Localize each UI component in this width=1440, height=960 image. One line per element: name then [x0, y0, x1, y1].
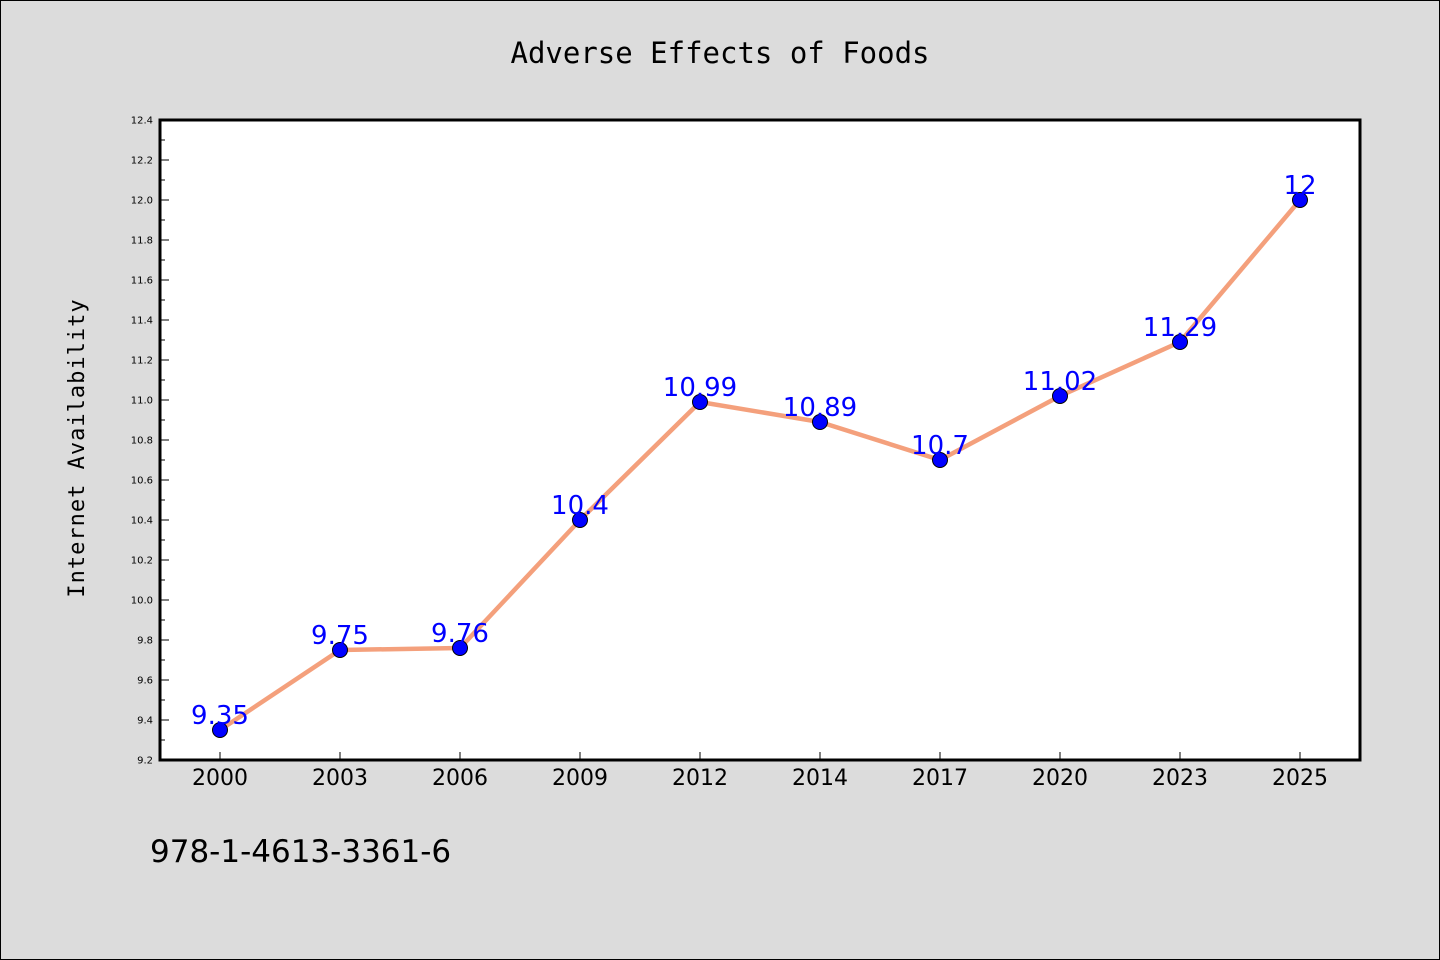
- data-point: [1052, 388, 1068, 404]
- data-label: 10.89: [783, 393, 857, 423]
- y-tick-label: 10.2: [131, 556, 153, 567]
- data-point: [932, 452, 948, 468]
- y-tick-label: 10.4: [131, 516, 153, 527]
- data-label: 9.75: [311, 621, 369, 651]
- data-label: 9.76: [431, 619, 489, 649]
- plot-area: [160, 120, 1360, 760]
- y-tick-label: 12.2: [131, 156, 153, 167]
- x-tick-label: 2025: [1272, 766, 1328, 791]
- data-point: [572, 512, 588, 528]
- x-tick-label: 2023: [1152, 766, 1208, 791]
- y-tick-label: 12.0: [131, 196, 153, 207]
- data-label: 10.7: [911, 431, 969, 461]
- data-point: [212, 722, 228, 738]
- data-point: [452, 640, 468, 656]
- data-point: [1292, 192, 1308, 208]
- y-tick-label: 9.2: [137, 756, 153, 767]
- y-tick-label: 9.6: [137, 676, 153, 687]
- x-tick-label: 2017: [912, 766, 968, 791]
- data-label: 11.29: [1143, 313, 1217, 343]
- x-tick-label: 2000: [192, 766, 248, 791]
- data-label: 10.99: [663, 373, 737, 403]
- x-tick-label: 2014: [792, 766, 848, 791]
- data-label: 10.4: [551, 491, 609, 521]
- data-label: 9.35: [191, 701, 249, 731]
- data-label: 12: [1283, 171, 1316, 201]
- y-tick-label: 10.0: [131, 596, 153, 607]
- x-tick-label: 2020: [1032, 766, 1088, 791]
- data-label: 11.02: [1023, 367, 1097, 397]
- isbn-footnote: 978-1-4613-3361-6: [150, 834, 452, 870]
- y-tick-label: 11.8: [131, 236, 153, 247]
- x-tick-label: 2003: [312, 766, 368, 791]
- y-tick-label: 9.8: [137, 636, 153, 647]
- x-tick-label: 2012: [672, 766, 728, 791]
- y-tick-label: 11.6: [131, 276, 153, 287]
- y-tick-label: 11.2: [131, 356, 153, 367]
- chart-title: Adverse Effects of Foods: [510, 36, 929, 70]
- plot-border: [158, 118, 1362, 762]
- x-tick-label: 2009: [552, 766, 608, 791]
- data-point: [1172, 334, 1188, 350]
- data-point: [692, 394, 708, 410]
- y-tick-label: 9.4: [137, 716, 153, 727]
- x-axis-ticks: 2000 2003 2006 2009 2012 2014 2017 2020 2023 2025: [192, 752, 1328, 791]
- y-axis-label: Internet Availability: [65, 298, 90, 597]
- x-tick-label: 2006: [432, 766, 488, 791]
- series-layer: 9.35 9.75 9.76 10.4 10.99 10.89 10.7 11.02 11.29…: [191, 171, 1317, 738]
- y-tick-label: 11.0: [131, 396, 153, 407]
- y-tick-label: 10.6: [131, 476, 153, 487]
- data-point: [332, 642, 348, 658]
- series-line: [217, 197, 1303, 733]
- y-tick-label: 12.4: [131, 116, 153, 127]
- data-point: [812, 414, 828, 430]
- y-tick-label: 10.8: [131, 436, 153, 447]
- y-tick-label: 11.4: [131, 316, 153, 327]
- y-axis-ticks: 9.2 9.4 9.6 9.8 10.0 10.2 10.4 10.6 10.8 11.0 11.2…: [131, 116, 169, 767]
